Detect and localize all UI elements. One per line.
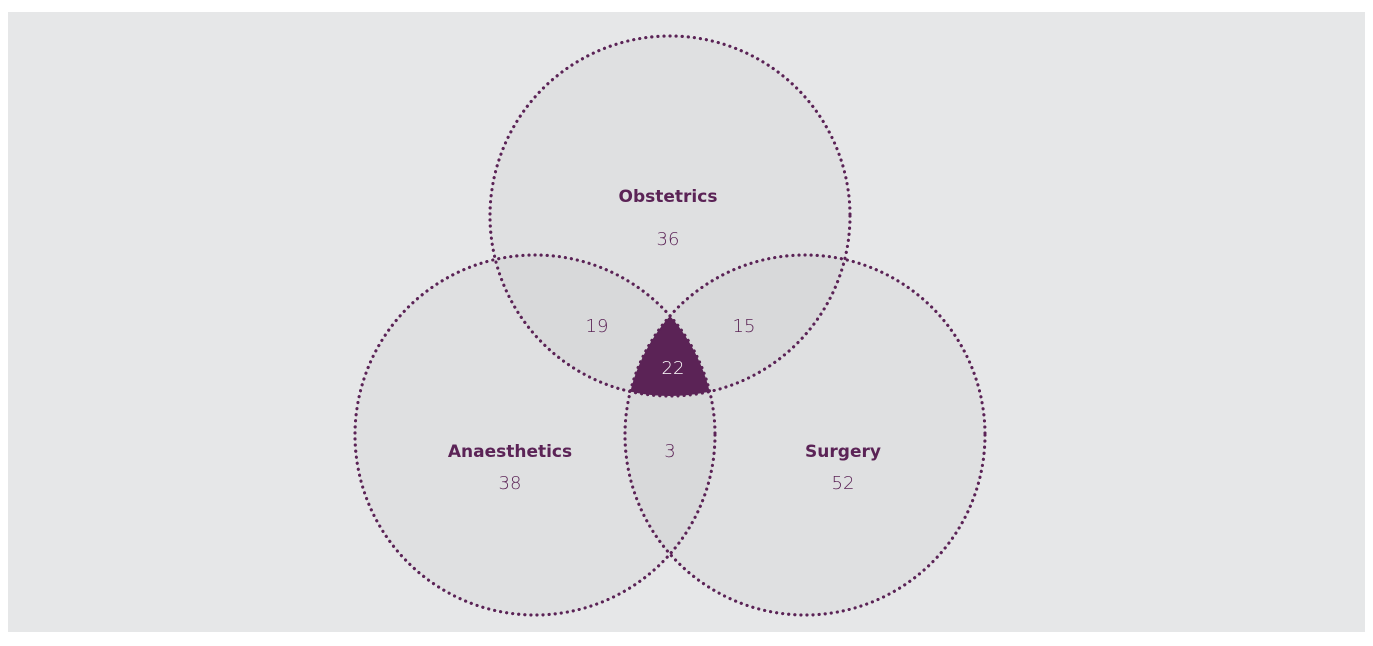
set-label: Anaesthetics: [448, 442, 572, 462]
set-label: Surgery: [805, 442, 881, 462]
anaesthetics-outline: [353, 253, 717, 617]
surgery-outline: [623, 253, 987, 617]
intersection-count: 3: [664, 441, 675, 462]
intersection-count: 19: [586, 316, 609, 337]
intersection-count: 15: [733, 316, 756, 337]
center-count: 22: [662, 358, 685, 379]
set-count: 36: [657, 229, 680, 250]
set-count: 52: [832, 473, 855, 494]
surgery-circle: [623, 253, 987, 617]
set-count: 38: [499, 473, 522, 494]
obstetrics-outline: [488, 34, 852, 398]
set-label: Obstetrics: [619, 187, 718, 207]
panel: [8, 12, 1365, 632]
